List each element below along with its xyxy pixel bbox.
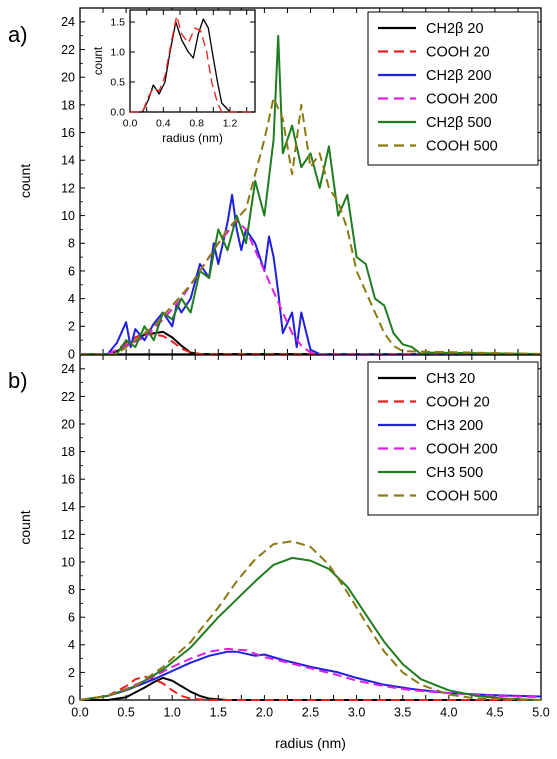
a-ylabel: count [17,164,33,198]
b-ytick-label: 6 [68,611,75,625]
b-series-line-5 [79,540,542,701]
b-legend-label: COOH 20 [426,395,490,411]
a-inset-ytick-label: 1.0 [110,47,125,59]
a-inset-series-line-1 [130,15,255,113]
a-ytick-label: 16 [61,126,75,140]
a-inset-xtick-label: 0.0 [123,118,138,130]
b-xtick-label: 3.5 [394,706,411,720]
b-legend-label: COOH 500 [426,489,498,505]
a-ytick-label: 0 [68,347,75,361]
a-inset-xtick-label: 0.8 [189,118,204,130]
a-series-line-3 [80,220,541,355]
panel-a-label: a) [8,22,28,47]
b-ylabel: count [17,510,33,544]
b-xtick-label: 1.5 [210,706,227,720]
a-legend-label: CH2β 20 [426,21,484,37]
a-ytick-label: 8 [68,237,75,251]
b-xtick-label: 4.5 [486,706,503,720]
b-xtick-label: 4.0 [440,706,457,720]
panel-b-label: b) [8,368,28,393]
b-series-line-1 [79,675,541,701]
a-ytick-label: 18 [61,98,75,112]
a-inset-plot-frame [129,9,256,113]
b-ytick-label: 20 [61,417,75,431]
a-inset-ytick-label: 1.5 [110,17,125,29]
b-ytick-label: 22 [61,390,75,404]
b-ytick-label: 24 [61,362,75,376]
b-ytick-label: 18 [61,445,75,459]
a-inset-xtick-label: 0.4 [156,118,171,130]
b-xtick-label: 1.0 [164,706,181,720]
a-ytick-label: 20 [61,71,75,85]
b-xtick-label: 3.0 [348,706,365,720]
a-legend-label: CH2β 200 [426,68,492,84]
a-ytick-label: 24 [61,15,75,29]
a-legend-label: CH2β 500 [426,115,492,131]
a-legend-label: COOH 20 [426,45,490,61]
a-series-line-0 [80,330,541,355]
b-ytick-label: 4 [68,638,75,652]
a-inset-ytick-label: 0.5 [110,77,125,89]
b-ytick-label: 0 [68,693,75,707]
a-legend-label: COOH 500 [426,139,498,155]
b-series-line-4 [79,556,542,701]
b-xtick-label: 0.0 [71,706,88,720]
b-ytick-label: 16 [61,473,75,487]
b-legend-label: COOH 200 [426,442,498,458]
a-ytick-label: 4 [68,292,75,306]
b-legend-box [367,361,539,516]
b-legend-label: CH3 200 [426,418,483,434]
a-inset-xlabel: radius (nm) [162,131,223,145]
a-ytick-label: 14 [61,154,75,168]
b-ytick-label: 2 [68,666,75,680]
inset-chart: 0.0 0.5 1.0 1.5 0.0 0.4 0.8 1.2 count radius (nm) [93,9,256,145]
a-legend-box [367,11,539,166]
b-ytick-label: 10 [61,555,75,569]
b-legend-label: CH3 20 [426,371,475,387]
b-xlabel: radius (nm) [275,735,346,751]
b-series-line-0 [80,676,541,701]
a-series-line-5 [80,97,542,355]
a-inset-xtick-label: 1.2 [223,118,238,130]
b-ytick-label: 12 [61,528,75,542]
a-inset-ytick-label: 0.0 [110,107,125,119]
b-ytick-label: 14 [61,500,75,514]
b-xtick-label: 5.0 [532,706,549,720]
b-ytick-label: 8 [68,583,75,597]
a-ytick-label: 6 [68,264,75,278]
b-xtick-label: 2.0 [256,706,273,720]
a-inset-series-line-0 [130,18,255,113]
b-legend-label: CH3 500 [426,465,483,481]
a-legend-label: COOH 200 [426,92,498,108]
a-ytick-label: 12 [61,181,75,195]
b-xtick-label: 0.5 [117,706,134,720]
a-ytick-label: 22 [61,43,75,57]
b-xtick-label: 2.5 [302,706,319,720]
a-ytick-label: 2 [68,320,75,334]
b-series-line-3 [79,647,542,701]
a-inset-ylabel: count [93,46,105,75]
a-ytick-label: 10 [61,209,75,223]
